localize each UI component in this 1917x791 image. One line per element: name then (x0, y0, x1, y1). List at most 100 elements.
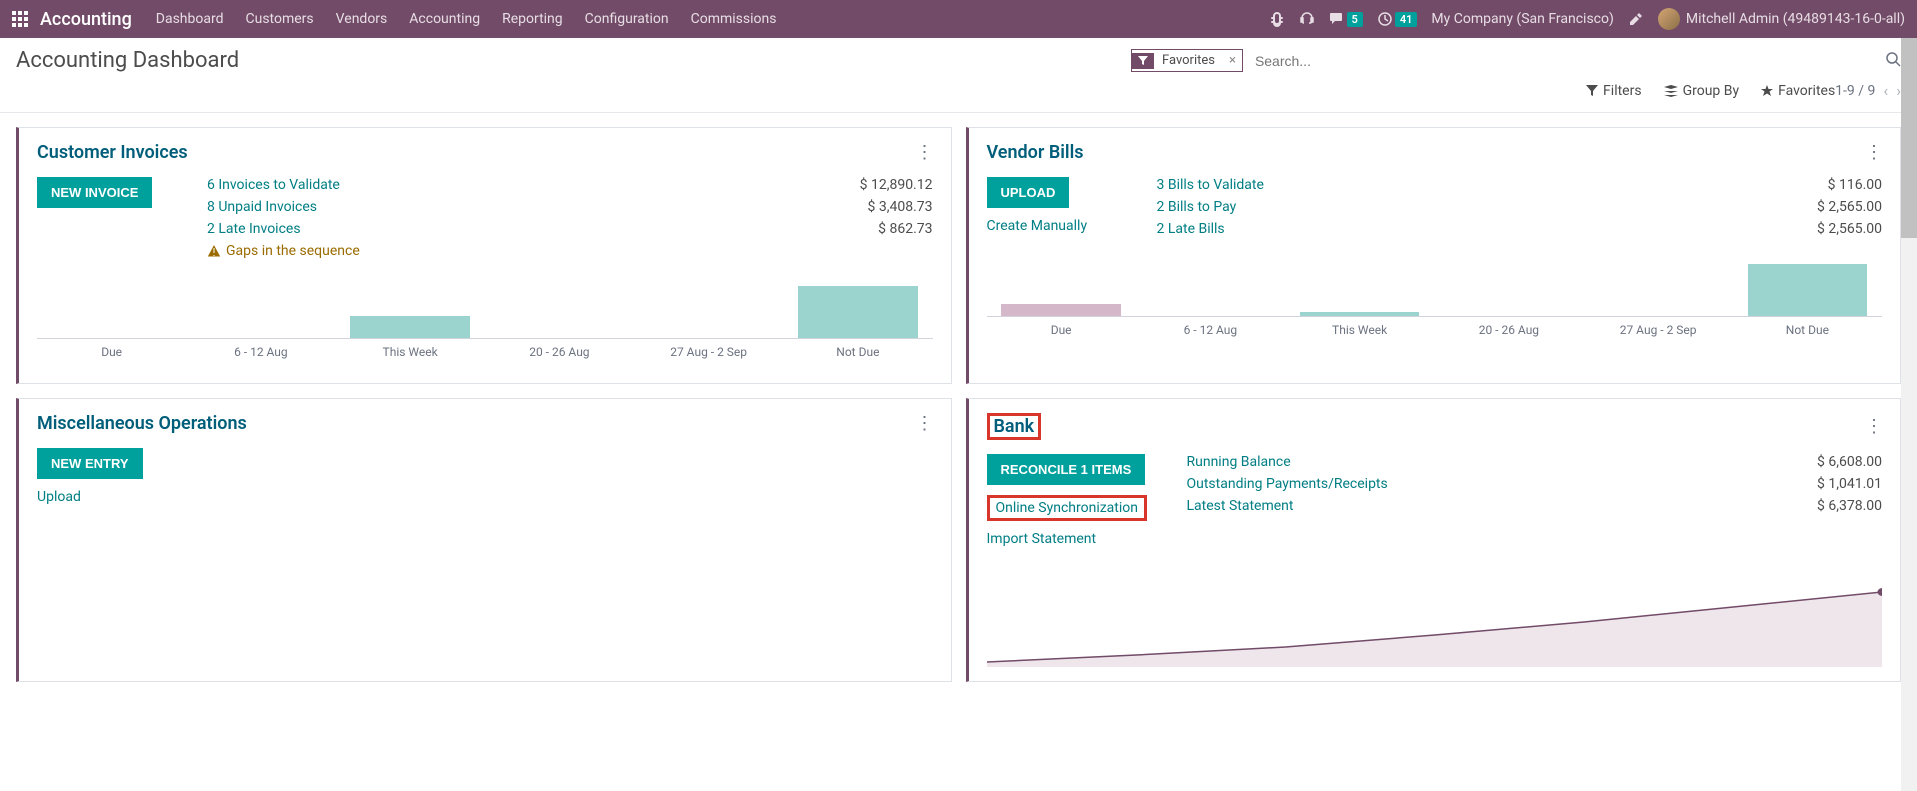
card-bank: Bank ⋮ RECONCILE 1 ITEMS Online Synchron… (966, 398, 1902, 682)
chart-bar (987, 257, 1136, 316)
stat-value: $ 116.00 (1828, 177, 1882, 193)
pager: 1-9 / 9 ‹ › (1835, 81, 1901, 100)
warning-row[interactable]: Gaps in the sequence (207, 243, 933, 259)
stat-link[interactable]: 6 Invoices to Validate (207, 177, 340, 193)
chart-bar (1733, 257, 1882, 316)
page-title: Accounting Dashboard (16, 48, 1131, 73)
highlight-bank-title: Bank (987, 413, 1042, 440)
chart-bar (1136, 257, 1285, 316)
stat-link[interactable]: Running Balance (1187, 454, 1291, 470)
chart-label: Not Due (783, 345, 932, 359)
card-menu-icon[interactable]: ⋮ (916, 142, 933, 163)
search-input[interactable] (1251, 49, 1877, 73)
search-facet-favorites: Favorites × (1131, 49, 1243, 72)
import-statement-link[interactable]: Import Statement (987, 531, 1167, 547)
apps-icon[interactable] (12, 11, 28, 27)
card-vendor-bills: Vendor Bills ⋮ UPLOAD Create Manually 3 … (966, 127, 1902, 384)
chart-label: 27 Aug - 2 Sep (634, 345, 783, 359)
menu-customers[interactable]: Customers (246, 11, 314, 27)
user-name: Mitchell Admin (49489143-16-0-all) (1686, 11, 1905, 27)
chart-bar (186, 279, 335, 338)
chart-bar (783, 279, 932, 338)
chart-label: This Week (1285, 323, 1434, 337)
menu-accounting[interactable]: Accounting (409, 11, 480, 27)
chart-label: 20 - 26 Aug (485, 345, 634, 359)
stat-link[interactable]: 2 Late Bills (1157, 221, 1225, 237)
stat-link[interactable]: Latest Statement (1187, 498, 1294, 514)
stat-value: $ 12,890.12 (860, 177, 933, 193)
scrollbar-thumb[interactable] (1901, 38, 1917, 238)
card-misc-operations: Miscellaneous Operations ⋮ NEW ENTRY Upl… (16, 398, 952, 682)
online-sync-link[interactable]: Online Synchronization (996, 500, 1139, 516)
stat-value: $ 6,608.00 (1817, 454, 1882, 470)
company-selector[interactable]: My Company (San Francisco) (1431, 11, 1613, 27)
stat-value: $ 2,565.00 (1817, 221, 1882, 237)
facet-remove[interactable]: × (1223, 53, 1242, 68)
warning-icon (207, 244, 221, 258)
menu-dashboard[interactable]: Dashboard (156, 11, 224, 27)
menu-configuration[interactable]: Configuration (585, 11, 669, 27)
tools-icon[interactable] (1628, 11, 1644, 27)
menu-commissions[interactable]: Commissions (691, 11, 777, 27)
stat-value: $ 862.73 (878, 221, 932, 237)
chart-label: Due (987, 323, 1136, 337)
invoices-chart: Due6 - 12 AugThis Week20 - 26 Aug27 Aug … (37, 279, 933, 369)
card-customer-invoices: Customer Invoices ⋮ NEW INVOICE 6 Invoic… (16, 127, 952, 384)
chart-bar (485, 279, 634, 338)
groupby-button[interactable]: Group By (1664, 83, 1740, 99)
card-title[interactable]: Bank (994, 416, 1035, 437)
card-title[interactable]: Miscellaneous Operations (37, 413, 247, 434)
card-menu-icon[interactable]: ⋮ (916, 413, 933, 434)
upload-button[interactable]: UPLOAD (987, 177, 1070, 208)
stat-link[interactable]: 2 Late Invoices (207, 221, 301, 237)
app-brand: Accounting (40, 9, 132, 30)
chart-bar (634, 279, 783, 338)
bank-line-chart (987, 577, 1883, 667)
chart-bar (336, 279, 485, 338)
user-menu[interactable]: Mitchell Admin (49489143-16-0-all) (1658, 8, 1905, 30)
stat-value: $ 6,378.00 (1817, 498, 1882, 514)
create-manually-link[interactable]: Create Manually (987, 218, 1137, 234)
stat-link[interactable]: 3 Bills to Validate (1157, 177, 1264, 193)
stat-link[interactable]: 2 Bills to Pay (1157, 199, 1237, 215)
stat-link[interactable]: Outstanding Payments/Receipts (1187, 476, 1388, 492)
bills-chart: Due6 - 12 AugThis Week20 - 26 Aug27 Aug … (987, 257, 1883, 347)
main-menu: Dashboard Customers Vendors Accounting R… (156, 11, 1269, 27)
new-invoice-button[interactable]: NEW INVOICE (37, 177, 152, 208)
menu-reporting[interactable]: Reporting (502, 11, 563, 27)
reconcile-button[interactable]: RECONCILE 1 ITEMS (987, 454, 1146, 485)
card-title[interactable]: Customer Invoices (37, 142, 188, 163)
dashboard: Customer Invoices ⋮ NEW INVOICE 6 Invoic… (0, 113, 1917, 696)
favorites-button[interactable]: Favorites (1761, 83, 1835, 99)
scrollbar[interactable] (1901, 38, 1917, 791)
menu-vendors[interactable]: Vendors (336, 11, 388, 27)
pager-prev[interactable]: ‹ (1883, 81, 1888, 100)
stat-value: $ 1,041.01 (1817, 476, 1882, 492)
debug-icon[interactable] (1269, 11, 1285, 27)
messages-icon[interactable]: 5 (1329, 11, 1363, 27)
chart-label: This Week (336, 345, 485, 359)
funnel-icon (1132, 53, 1154, 69)
upload-link[interactable]: Upload (37, 489, 187, 505)
stat-link[interactable]: 8 Unpaid Invoices (207, 199, 317, 215)
chart-label: Not Due (1733, 323, 1882, 337)
activities-badge: 41 (1395, 12, 1418, 27)
pager-text: 1-9 / 9 (1835, 83, 1875, 99)
new-entry-button[interactable]: NEW ENTRY (37, 448, 143, 479)
topbar: Accounting Dashboard Customers Vendors A… (0, 0, 1917, 38)
activities-icon[interactable]: 41 (1377, 11, 1418, 27)
support-icon[interactable] (1299, 11, 1315, 27)
chart-bar (37, 279, 186, 338)
stat-value: $ 3,408.73 (868, 199, 933, 215)
chart-label: 20 - 26 Aug (1434, 323, 1583, 337)
subheader: Accounting Dashboard Favorites × (0, 38, 1917, 73)
filters-button[interactable]: Filters (1586, 83, 1642, 99)
highlight-online-sync: Online Synchronization (987, 495, 1148, 521)
card-title[interactable]: Vendor Bills (987, 142, 1084, 163)
chart-label: Due (37, 345, 186, 359)
controlbar: Filters Group By Favorites 1-9 / 9 ‹ › (0, 73, 1917, 113)
search-icon[interactable] (1885, 51, 1901, 71)
avatar (1658, 8, 1680, 30)
card-menu-icon[interactable]: ⋮ (1865, 416, 1882, 437)
card-menu-icon[interactable]: ⋮ (1865, 142, 1882, 163)
